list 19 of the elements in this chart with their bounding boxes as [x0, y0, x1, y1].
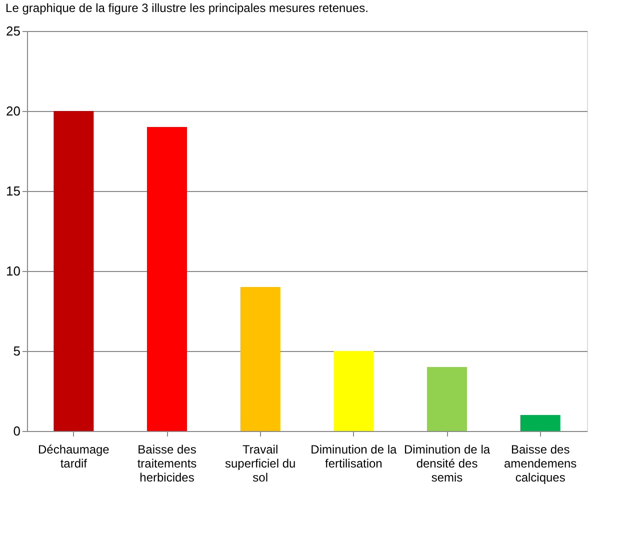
y-tick-label: 25: [6, 24, 20, 38]
bar: [147, 127, 187, 431]
y-tick-label: 10: [6, 264, 20, 278]
chart-title: Le graphique de la figure 3 illustre les principales mesures retenues.: [6, 1, 368, 15]
x-tick-label: Travail superficiel du sol: [224, 442, 296, 484]
bar: [427, 367, 467, 431]
y-tick-label: 20: [6, 104, 20, 118]
y-tick-label: 5: [13, 344, 20, 358]
x-tick-label: Diminution de la densité des semis: [404, 442, 490, 484]
bar: [520, 415, 560, 431]
x-tick-label: Diminution de la fertilisation: [310, 442, 398, 470]
y-tick-label: 0: [13, 424, 20, 438]
bar: [334, 351, 374, 431]
x-tick-label: Déchaumage tardif: [38, 442, 110, 470]
bar: [240, 287, 280, 431]
x-tick-label: Baisse des traitements herbicides: [137, 442, 197, 484]
x-tick-label: Baisse des amendemens calciques: [504, 442, 577, 484]
y-tick-label: 15: [6, 184, 20, 198]
bar: [54, 111, 94, 431]
